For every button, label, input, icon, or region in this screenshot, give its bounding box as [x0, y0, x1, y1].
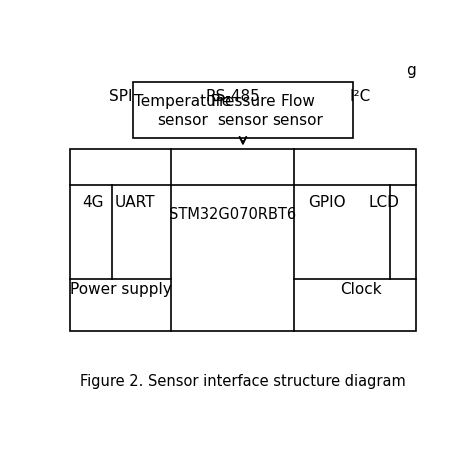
Text: Pressure
sensor: Pressure sensor: [210, 94, 276, 127]
Text: SPI: SPI: [109, 89, 133, 104]
Text: 4G: 4G: [82, 194, 104, 209]
Text: I²C: I²C: [350, 89, 371, 104]
Text: STM32G070RBT6: STM32G070RBT6: [169, 207, 296, 222]
Bar: [133, 83, 353, 139]
Text: Flow
sensor: Flow sensor: [273, 94, 323, 127]
Text: LCD: LCD: [369, 194, 400, 209]
Text: Power supply: Power supply: [70, 282, 172, 297]
Text: RS-485: RS-485: [205, 89, 260, 104]
Text: Temperature
sensor: Temperature sensor: [134, 94, 231, 127]
Text: UART: UART: [115, 194, 155, 209]
Text: GPIO: GPIO: [309, 194, 346, 209]
Text: Clock: Clock: [340, 282, 381, 297]
Text: g: g: [406, 63, 416, 78]
Text: Figure 2. Sensor interface structure diagram: Figure 2. Sensor interface structure dia…: [80, 373, 406, 388]
Bar: [70, 149, 416, 331]
